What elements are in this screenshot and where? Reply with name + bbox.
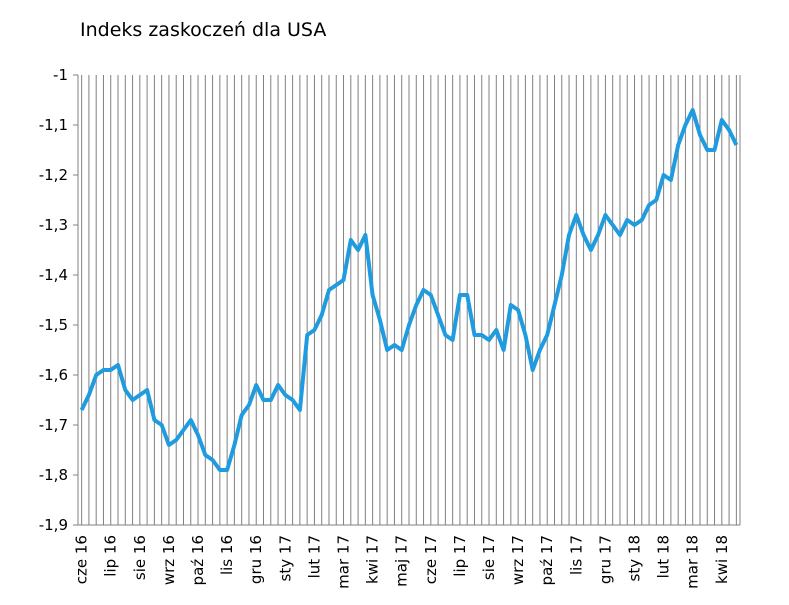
- x-tick-label: maj 17: [393, 535, 411, 587]
- y-tick-label: -1,5: [39, 316, 68, 334]
- x-tick-label: sie 17: [480, 535, 498, 580]
- y-tick-label: -1,2: [39, 166, 68, 184]
- x-tick-label: gru 16: [247, 535, 265, 584]
- x-tick-label: wrz 16: [160, 535, 178, 585]
- x-tick-label: sty 17: [276, 535, 294, 581]
- x-tick-label: cze 16: [73, 535, 91, 584]
- x-tick-label: kwi 17: [364, 535, 382, 584]
- x-tick-label: cze 17: [422, 535, 440, 584]
- y-tick-label: -1,8: [39, 466, 68, 484]
- chart-title: Indeks zaskoczeń dla USA: [80, 19, 326, 41]
- y-tick-label: -1,3: [39, 216, 68, 234]
- x-tick-label: lis 17: [567, 535, 585, 575]
- y-tick-label: -1: [53, 66, 68, 84]
- y-tick-label: -1,1: [39, 116, 68, 134]
- data-line: [79, 108, 739, 472]
- y-tick-label: -1,4: [39, 266, 68, 284]
- y-tick-label: -1,6: [39, 366, 68, 384]
- x-tick-label: lis 16: [218, 535, 236, 575]
- y-tick-label: -1,9: [39, 516, 68, 534]
- x-tick-label: kwi 18: [713, 535, 731, 584]
- x-tick-label: wrz 17: [509, 535, 527, 585]
- x-tick-label: mar 18: [684, 535, 702, 589]
- x-tick-label: paź 16: [189, 535, 207, 585]
- x-tick-label: lip 17: [451, 535, 469, 577]
- y-tick-label: -1,7: [39, 416, 68, 434]
- x-tick-label: sie 16: [131, 535, 149, 580]
- x-tick-label: paź 17: [538, 535, 556, 585]
- x-tick-label: gru 17: [596, 535, 614, 584]
- x-tick-label: lip 16: [102, 535, 120, 577]
- x-tick-label: lut 18: [655, 535, 673, 578]
- x-tick-label: mar 17: [335, 535, 353, 589]
- x-tick-label: lut 17: [305, 535, 323, 578]
- x-tick-label: sty 18: [626, 535, 644, 581]
